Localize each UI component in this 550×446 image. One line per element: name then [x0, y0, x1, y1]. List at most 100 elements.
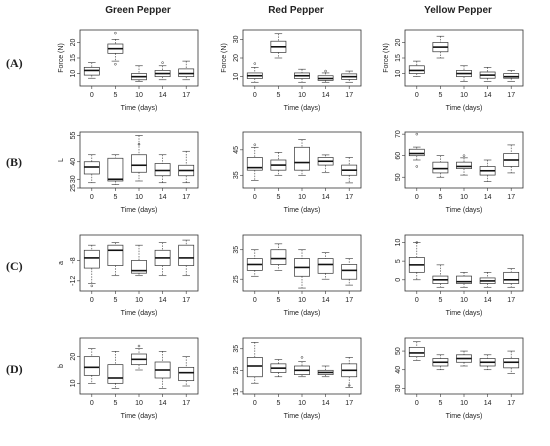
box-0	[408, 241, 425, 281]
box-10	[456, 350, 472, 367]
y-tick-label: 10	[233, 73, 240, 81]
box-iqr	[503, 358, 520, 369]
x-axis-label: Time (days)	[284, 207, 321, 214]
x-tick-label: 17	[182, 297, 190, 304]
box-0	[408, 341, 425, 361]
y-tick-label: 10	[395, 70, 402, 78]
y-tick-label: 20	[395, 38, 402, 46]
x-axis-label: Time (days)	[446, 105, 483, 112]
x-tick-label: 5	[113, 92, 117, 99]
box-10	[131, 244, 147, 277]
box-0	[408, 132, 425, 168]
panel-0-0: 10 15 20 Force (N) 0 5 10 14 17 Time (days)	[58, 29, 199, 112]
box-17	[178, 60, 195, 81]
box-iqr	[107, 244, 124, 266]
y-tick-label: 55	[70, 132, 77, 140]
x-tick-label: 17	[182, 92, 190, 99]
y-axis-label: Force (N)	[221, 43, 228, 73]
panel-1-1: 35 45 0 5 10 14 17 Time (days)	[233, 131, 362, 214]
y-tick-label: 0	[395, 278, 402, 282]
box-10	[131, 135, 147, 182]
x-axis-label: Time (days)	[284, 310, 321, 317]
x-tick-label: 17	[507, 194, 515, 201]
box-14	[479, 159, 496, 182]
x-axis-label: Time (days)	[121, 310, 158, 317]
panels-group: 10 15 20 Force (N) 0 5 10 14 17 Time (days) 10 20 30…	[58, 29, 524, 420]
box-0	[83, 62, 100, 79]
box-iqr	[456, 161, 472, 169]
y-tick-label: -12	[70, 276, 77, 286]
y-tick-label: 50	[395, 173, 402, 181]
x-tick-label: 5	[276, 194, 280, 201]
box-10	[294, 249, 310, 289]
y-tick-label: 40	[395, 366, 402, 374]
box-10	[456, 154, 472, 176]
y-tick-label: 10	[70, 379, 77, 387]
box-iqr	[503, 271, 520, 284]
x-tick-label: 17	[182, 400, 190, 407]
y-tick-label: 70	[395, 130, 402, 138]
x-tick-label: 0	[253, 194, 257, 201]
row-label-d: (D)	[6, 362, 23, 376]
outlier-point	[253, 143, 257, 146]
box-17	[503, 70, 520, 82]
box-17	[341, 258, 358, 286]
x-tick-label: 14	[322, 297, 330, 304]
x-tick-label: 14	[484, 400, 492, 407]
panel-2-2: 0 5 10 0 5 10 14 17 Time (days)	[395, 234, 524, 317]
x-tick-label: 10	[460, 194, 468, 201]
x-tick-label: 17	[345, 297, 353, 304]
column-title-green: Green Pepper	[105, 5, 171, 16]
x-axis-label: Time (days)	[121, 105, 158, 112]
y-tick-label: 30	[395, 384, 402, 392]
y-tick-label: 35	[233, 246, 240, 254]
box-5	[107, 31, 124, 66]
x-tick-label: 14	[322, 400, 330, 407]
x-tick-label: 0	[253, 297, 257, 304]
box-0	[246, 249, 263, 277]
column-title-red: Red Pepper	[268, 5, 324, 16]
outlier-point	[137, 143, 141, 146]
y-tick-label: 20	[70, 38, 77, 46]
box-0	[408, 60, 425, 77]
x-tick-label: 10	[298, 92, 306, 99]
box-5	[432, 264, 449, 288]
y-tick-label: 10	[395, 238, 402, 246]
x-tick-label: 17	[182, 194, 190, 201]
x-tick-label: 0	[90, 194, 94, 201]
y-tick-label: 40	[70, 158, 77, 166]
y-tick-label: 45	[233, 146, 240, 154]
x-axis-label: Time (days)	[284, 413, 321, 420]
x-tick-label: 5	[438, 400, 442, 407]
x-tick-label: 14	[484, 92, 492, 99]
box-iqr	[432, 161, 449, 174]
x-axis-label: Time (days)	[121, 207, 158, 214]
x-tick-label: 14	[322, 92, 330, 99]
x-tick-label: 0	[90, 400, 94, 407]
box-iqr	[131, 154, 147, 173]
x-tick-label: 0	[90, 92, 94, 99]
box-14	[479, 354, 496, 371]
row-label-b: (B)	[6, 155, 22, 169]
box-iqr	[107, 157, 124, 182]
outlier-point	[161, 61, 164, 64]
box-5	[270, 243, 287, 271]
y-tick-label: 35	[233, 345, 240, 353]
box-17	[341, 157, 358, 184]
y-tick-label: 25	[233, 366, 240, 374]
x-tick-label: 0	[253, 92, 257, 99]
x-tick-label: 17	[345, 92, 353, 99]
box-14	[317, 69, 334, 83]
x-tick-label: 5	[438, 297, 442, 304]
row-label-c: (C)	[6, 259, 23, 273]
box-10	[294, 356, 310, 378]
box-17	[178, 356, 195, 387]
x-tick-label: 5	[438, 194, 442, 201]
outlier-point	[114, 31, 117, 35]
x-tick-label: 5	[113, 194, 117, 201]
x-tick-label: 10	[460, 92, 468, 99]
x-tick-label: 10	[298, 400, 306, 407]
x-tick-label: 5	[276, 400, 280, 407]
x-axis-label: Time (days)	[446, 413, 483, 420]
box-14	[154, 61, 171, 81]
